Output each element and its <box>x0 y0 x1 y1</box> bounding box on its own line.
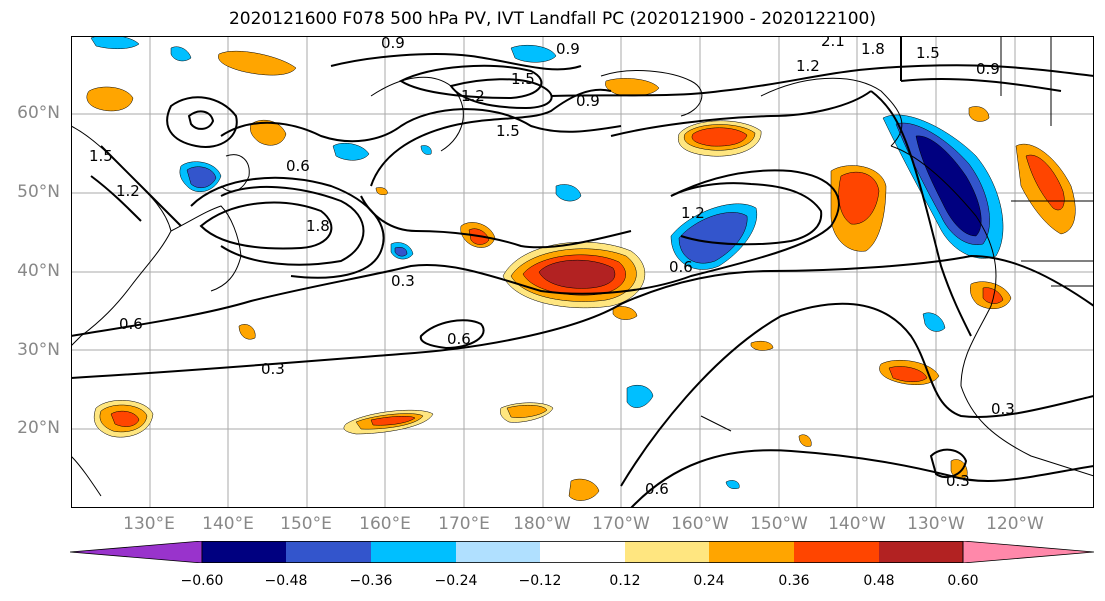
contour-label: 0.3 <box>261 360 285 378</box>
contour-label: 0.6 <box>669 258 693 276</box>
lon-label-160w: 160°W <box>671 514 729 534</box>
pv-contour-0.6-south <box>630 449 1094 508</box>
pc-negative-shading <box>90 36 1004 489</box>
lon-label-140w: 140°W <box>828 514 886 534</box>
contour-label: 0.9 <box>556 40 580 58</box>
lat-label-30n: 30°N <box>17 340 60 360</box>
lat-label-50n: 50°N <box>17 182 60 202</box>
colorbar-bin <box>456 541 540 563</box>
pv-contour-0.9-upper <box>220 108 622 143</box>
contour-label: 1.2 <box>461 87 485 105</box>
contour-label: 0.9 <box>976 60 1000 78</box>
lat-label-20n: 20°N <box>17 418 60 438</box>
lon-label-130e: 130°E <box>123 514 175 534</box>
contour-label: 0.6 <box>119 315 143 333</box>
contour-labels: 0.9 0.9 2.1 1.8 1.5 1.2 0.9 1.5 1.2 0.9 … <box>89 36 1015 498</box>
pv-contour-1.5-upper <box>449 78 553 110</box>
contour-label: 1.2 <box>116 182 140 200</box>
contour-label: 1.5 <box>511 70 535 88</box>
contour-label: 1.2 <box>796 57 820 75</box>
lon-label-170e: 170°E <box>438 514 490 534</box>
colorbar-tick: −0.24 <box>434 573 478 589</box>
contour-label: 0.3 <box>391 272 415 290</box>
lon-label-170w: 170°W <box>592 514 650 534</box>
colorbar-tick: 0.60 <box>947 573 979 589</box>
lon-label-130w: 130°W <box>907 514 965 534</box>
contour-label: 0.3 <box>991 400 1015 418</box>
map-panel: 0.9 0.9 2.1 1.8 1.5 1.2 0.9 1.5 1.2 0.9 … <box>71 36 1094 508</box>
pv-contour-0.3-east <box>620 302 1094 487</box>
lon-label-160e: 160°E <box>359 514 411 534</box>
colorbar-tick: −0.36 <box>349 573 393 589</box>
lon-label-140e: 140°E <box>202 514 254 534</box>
colorbar-tick: −0.60 <box>180 573 224 589</box>
contour-label: 1.8 <box>861 40 885 58</box>
colorbar-bin <box>879 541 963 563</box>
colorbar <box>70 541 1094 563</box>
contour-label: 1.8 <box>306 217 330 235</box>
colorbar-tick: 0.12 <box>609 573 641 589</box>
lon-label-150w: 150°W <box>750 514 808 534</box>
colorbar-bin <box>286 541 371 563</box>
pv-contour-1.8-west <box>199 201 333 250</box>
contour-label: 0.9 <box>576 92 600 110</box>
colorbar-tick: −0.12 <box>518 573 562 589</box>
colorbar-tick: 0.24 <box>693 573 725 589</box>
pv-contour-0.6-main <box>71 169 840 337</box>
pv-contours <box>71 36 1094 508</box>
lat-label-60n: 60°N <box>17 103 60 123</box>
contour-label: 0.6 <box>286 157 310 175</box>
colorbar-tick: −0.48 <box>264 573 308 589</box>
colorbar-bin <box>709 541 794 563</box>
colorbar-bin <box>625 541 709 563</box>
pv-contour-1.2-east <box>670 182 823 246</box>
pc-positive-shading <box>86 50 1076 501</box>
contour-label: 0.3 <box>946 472 970 490</box>
map-frame <box>71 36 1094 508</box>
contour-label: 1.5 <box>89 147 113 165</box>
contour-label: 1.5 <box>916 44 940 62</box>
contour-label: 1.5 <box>496 122 520 140</box>
lon-label-150e: 150°E <box>280 514 332 534</box>
colorbar-tick: 0.36 <box>778 573 810 589</box>
colorbar-bin <box>794 541 879 563</box>
colorbar-bin <box>371 541 456 563</box>
colorbar-extend-low <box>70 541 203 563</box>
colorbar-tick: 0.48 <box>863 573 895 589</box>
contour-label: 2.1 <box>821 36 845 50</box>
contour-label: 0.6 <box>447 330 471 348</box>
pv-contour-0.3-south <box>71 254 1094 379</box>
map-title: 2020121600 F078 500 hPa PV, IVT Landfall… <box>228 9 876 29</box>
lon-label-180w: 180°W <box>513 514 571 534</box>
colorbar-bin <box>540 541 625 563</box>
colorbar-bin <box>202 541 286 563</box>
lat-label-40n: 40°N <box>17 261 60 281</box>
lon-label-120w: 120°W <box>986 514 1044 534</box>
contour-label: 0.6 <box>645 480 669 498</box>
contour-label: 0.9 <box>381 36 405 52</box>
colorbar-extend-high <box>962 541 1094 563</box>
contour-label: 1.2 <box>681 204 705 222</box>
